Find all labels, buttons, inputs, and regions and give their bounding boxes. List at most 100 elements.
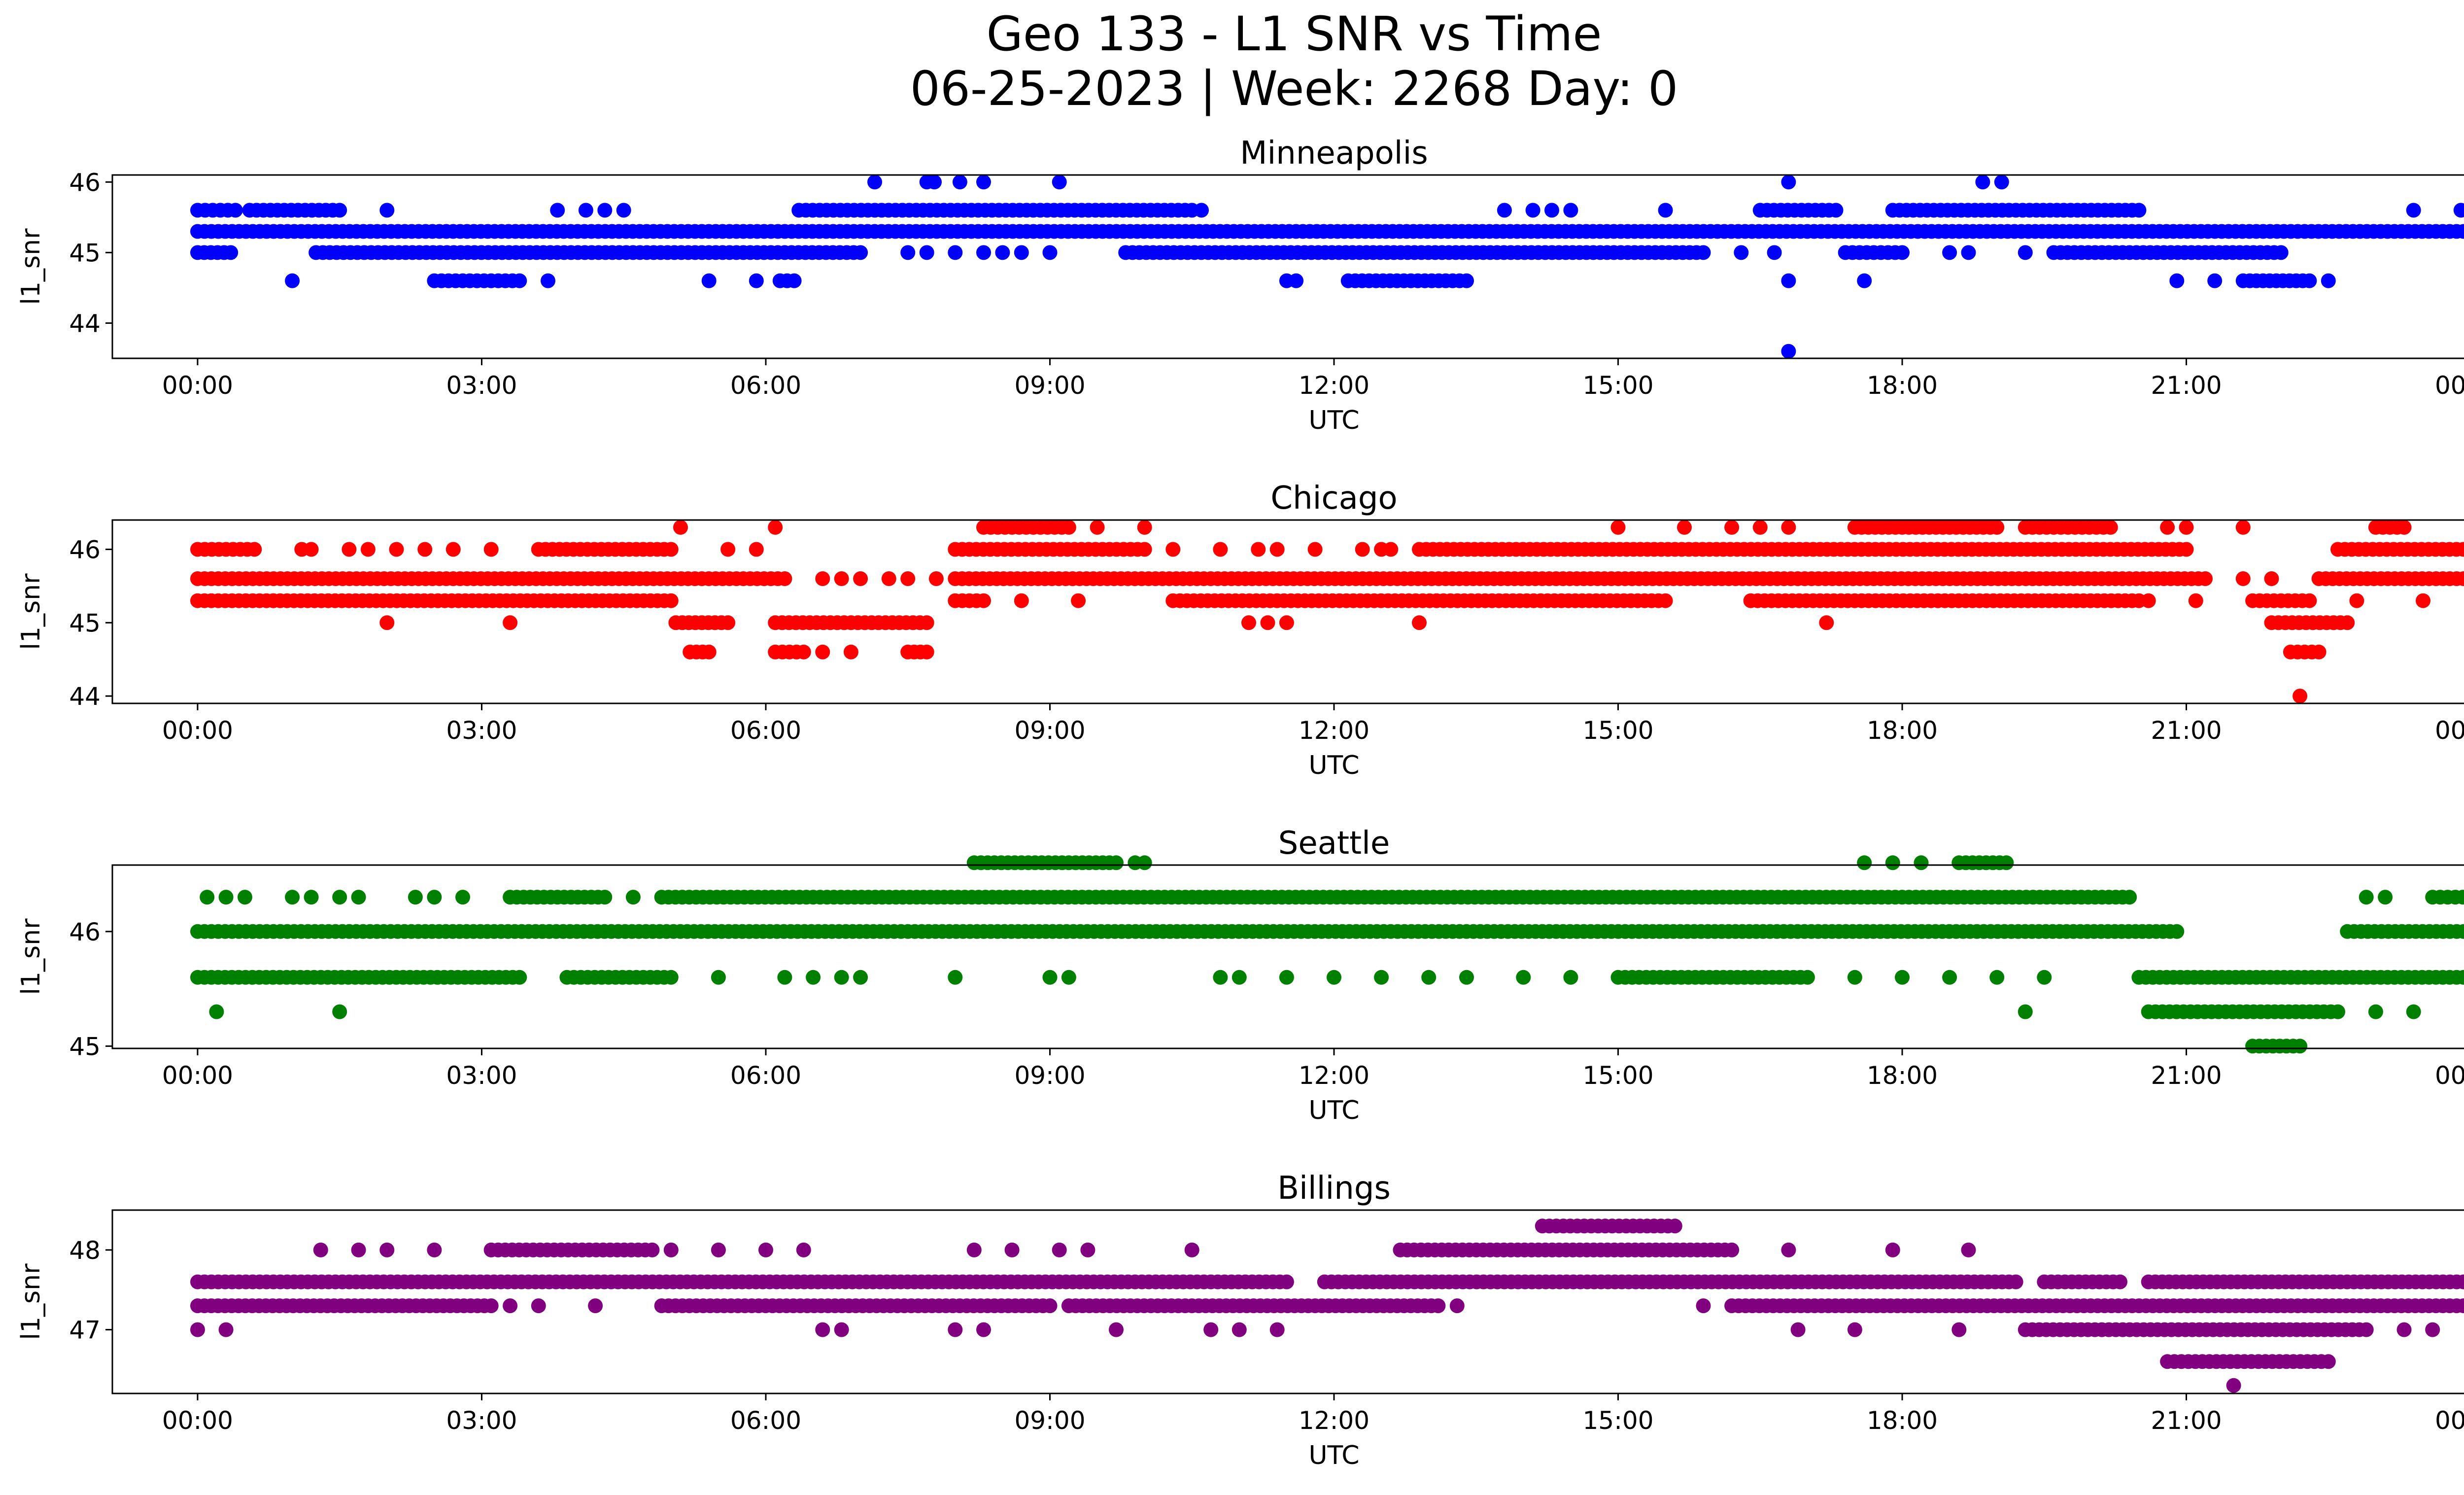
data-point — [2359, 890, 2374, 905]
data-point — [1355, 542, 1370, 557]
data-point — [2302, 593, 2317, 608]
data-point — [1781, 273, 1796, 288]
data-point — [304, 542, 319, 557]
data-point — [1677, 520, 1692, 535]
data-point — [1895, 970, 1910, 985]
figure-title-line2: 06-25-2023 | Week: 2268 Day: 0 — [910, 61, 1678, 117]
y-tick-label: 45 — [69, 239, 101, 267]
data-point — [1184, 1242, 1199, 1257]
x-tick-label: 03:00 — [446, 1061, 517, 1090]
data-point — [1563, 970, 1578, 985]
data-point — [1213, 542, 1228, 557]
data-point — [834, 1322, 849, 1337]
data-point — [834, 571, 849, 586]
data-point — [1279, 1274, 1294, 1289]
data-point — [919, 245, 934, 260]
data-point — [1942, 245, 1957, 260]
x-tick-label: 21:00 — [2151, 1061, 2222, 1090]
data-point — [1610, 520, 1626, 535]
data-point — [2416, 593, 2430, 608]
data-point — [749, 273, 764, 288]
x-tick-label: 06:00 — [730, 716, 801, 745]
x-tick-label: 09:00 — [1014, 1406, 1085, 1435]
data-point — [834, 970, 849, 985]
data-point — [1232, 1322, 1247, 1337]
data-point — [2169, 924, 2185, 939]
x-tick-label: 00:00 — [2435, 716, 2464, 745]
data-point — [2273, 245, 2289, 260]
data-point — [1961, 245, 1976, 260]
data-point — [238, 890, 252, 905]
data-point — [1109, 1322, 1124, 1337]
data-point — [1307, 542, 1323, 557]
data-point — [1885, 1242, 1900, 1257]
data-point — [1667, 1218, 1682, 1234]
data-point — [1857, 855, 1872, 870]
data-point — [1194, 203, 1209, 218]
data-point — [597, 890, 613, 905]
y-axis-label: l1_snr — [16, 228, 46, 305]
data-point — [1696, 1298, 1711, 1314]
data-point — [1269, 1322, 1285, 1337]
data-point — [1232, 970, 1247, 985]
data-point — [2008, 1274, 2023, 1289]
data-point — [853, 970, 868, 985]
data-point — [531, 1298, 546, 1314]
data-point — [2103, 520, 2118, 535]
data-point — [787, 273, 802, 288]
data-point — [806, 970, 821, 985]
data-point — [304, 890, 319, 905]
data-point — [1449, 1298, 1465, 1314]
data-point — [1658, 593, 1673, 608]
x-tick-label: 03:00 — [446, 371, 517, 400]
x-tick-label: 06:00 — [730, 1061, 801, 1090]
data-point — [663, 970, 679, 985]
data-point — [927, 174, 942, 190]
data-point — [2037, 970, 2052, 985]
data-point — [332, 1004, 347, 1019]
data-point — [427, 890, 442, 905]
data-point — [1071, 593, 1086, 608]
x-tick-label: 00:00 — [162, 1406, 233, 1435]
data-point — [2122, 890, 2137, 905]
data-point — [2456, 924, 2464, 939]
data-point — [1724, 520, 1740, 535]
panel-seattle: Seattle 00:00 03:00 06:00 09:00 12:00 15:00 18:… — [16, 825, 2464, 1125]
data-point — [2141, 593, 2156, 608]
y-tick-label: 44 — [69, 682, 101, 711]
data-point — [900, 571, 916, 586]
x-tick-label: 15:00 — [1582, 1061, 1653, 1090]
data-point — [1260, 615, 1275, 630]
data-point — [720, 542, 736, 557]
data-point — [2264, 571, 2279, 586]
data-point — [2456, 224, 2464, 239]
data-point — [2396, 1322, 2412, 1337]
x-tick-label: 00:00 — [2435, 371, 2464, 400]
data-point — [2321, 1354, 2336, 1369]
data-point — [1895, 245, 1910, 260]
data-point — [867, 174, 882, 190]
data-point — [2455, 890, 2464, 905]
panel-title: Minneapolis — [1240, 135, 1428, 172]
data-point — [815, 1322, 830, 1337]
data-point — [2406, 1004, 2421, 1019]
data-point — [1014, 593, 1029, 608]
data-point — [616, 203, 631, 218]
y-axis-label: l1_snr — [16, 573, 46, 650]
data-points — [190, 520, 2464, 704]
data-point — [948, 970, 963, 985]
data-point — [2330, 1004, 2345, 1019]
data-point — [701, 273, 717, 288]
data-point — [1137, 520, 1152, 535]
x-tick-label: 06:00 — [730, 1406, 801, 1435]
data-point — [408, 890, 423, 905]
data-point — [1327, 970, 1341, 985]
panel-title: Seattle — [1278, 825, 1390, 862]
data-point — [928, 571, 944, 586]
data-point — [1052, 174, 1067, 190]
data-point — [2113, 1274, 2127, 1289]
x-tick-label: 12:00 — [1299, 371, 1369, 400]
data-point — [1014, 245, 1029, 260]
data-point — [2311, 644, 2327, 660]
data-point — [1383, 542, 1399, 557]
